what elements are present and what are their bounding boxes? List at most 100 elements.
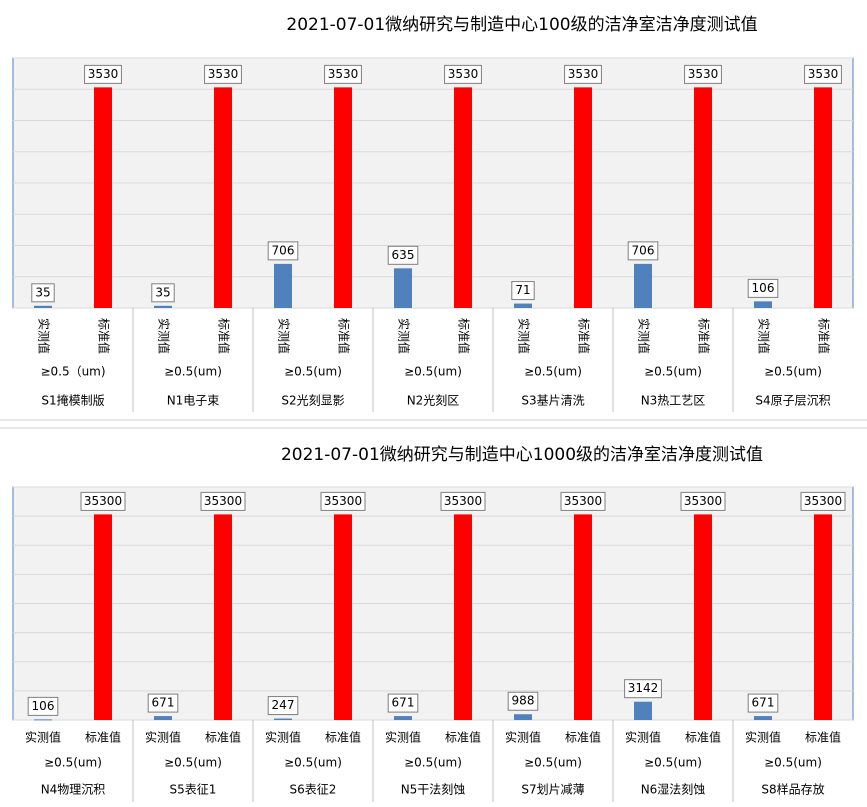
series-label: 实测值 (277, 318, 292, 354)
data-label-box (31, 283, 55, 303)
series-label: 实测值 (37, 318, 52, 354)
data-label-box (747, 693, 779, 713)
bar (754, 716, 772, 720)
category-label: S3基片清洗 (521, 394, 584, 408)
data-label-box (444, 64, 482, 84)
data-label: 35300 (444, 494, 482, 508)
series-label: 标准值 (817, 318, 832, 354)
data-label: 247 (272, 698, 295, 712)
data-label: 35300 (204, 494, 242, 508)
size-label: ≥0.5（um) (40, 365, 105, 379)
data-label: 3530 (808, 67, 839, 81)
data-label-box (267, 241, 299, 261)
size-label: ≥0.5(um) (764, 756, 822, 770)
bar (94, 87, 112, 308)
data-label-box (267, 696, 299, 716)
series-label: 实测值 (397, 318, 412, 354)
series-label: 标准值 (85, 730, 121, 745)
series-label: 标准值 (685, 730, 721, 745)
data-label: 106 (32, 699, 55, 713)
series-label: 标准值 (457, 318, 472, 354)
size-label: ≥0.5(um) (644, 365, 702, 379)
bar (34, 305, 52, 308)
data-label-box (804, 64, 842, 84)
data-label: 3530 (328, 67, 359, 81)
data-label-box (147, 693, 179, 713)
series-label: 实测值 (757, 318, 772, 354)
data-label-box (80, 491, 126, 511)
data-label: 3530 (448, 67, 479, 81)
series-label: 标准值 (445, 730, 481, 745)
size-label: ≥0.5(um) (524, 365, 582, 379)
bar (514, 303, 532, 308)
data-label-box (151, 283, 175, 303)
category-label: S6表征2 (290, 783, 337, 797)
data-label-box (84, 64, 122, 84)
bar (214, 514, 232, 720)
data-label-box (440, 491, 486, 511)
data-label-box (680, 491, 726, 511)
series-label: 实测值 (625, 730, 661, 745)
size-label: ≥0.5(um) (44, 756, 102, 770)
series-label: 标准值 (697, 318, 712, 354)
series-label: 标准值 (577, 318, 592, 354)
series-label: 实测值 (745, 730, 781, 745)
data-label-box (204, 64, 242, 84)
data-label-box (564, 64, 602, 84)
bar (334, 87, 352, 308)
category-label: N6湿法刻蚀 (641, 782, 706, 797)
category-label: N1电子束 (167, 394, 220, 408)
category-label: S8样品存放 (761, 782, 824, 797)
category-label: N5干法刻蚀 (401, 783, 466, 797)
data-label: 35300 (324, 494, 362, 508)
data-label-box (511, 281, 535, 301)
category-label: S5表征1 (170, 783, 217, 797)
data-label: 706 (272, 243, 295, 257)
bar (274, 718, 292, 720)
data-label-box (387, 693, 419, 713)
series-label: 实测值 (145, 730, 181, 745)
bar (694, 514, 712, 720)
data-label: 106 (752, 281, 775, 295)
category-label: N4物理沉积 (41, 783, 106, 797)
data-label-box (560, 491, 606, 511)
data-label-box (200, 491, 246, 511)
size-label: ≥0.5(um) (644, 756, 702, 770)
series-label: 实测值 (157, 318, 172, 354)
data-label-box (747, 278, 779, 298)
size-label: ≥0.5(um) (284, 365, 342, 379)
bar (34, 719, 52, 721)
bar (514, 714, 532, 720)
data-label: 671 (152, 696, 175, 710)
bar (574, 514, 592, 720)
bar (214, 87, 232, 308)
bar (394, 716, 412, 720)
bar (754, 301, 772, 308)
data-label: 3142 (628, 681, 659, 695)
series-label: 实测值 (25, 730, 61, 745)
data-label: 35 (35, 285, 50, 299)
data-label-box (800, 491, 846, 511)
data-label: 3530 (88, 67, 119, 81)
data-label-box (387, 245, 419, 265)
bar (574, 87, 592, 308)
data-label-box (624, 679, 662, 699)
size-label: ≥0.5(um) (164, 365, 222, 379)
series-label: 实测值 (385, 730, 421, 745)
data-label: 35300 (684, 494, 722, 508)
series-label: 标准值 (337, 318, 352, 354)
data-label: 71 (515, 283, 530, 297)
bar (694, 87, 712, 308)
data-label: 35300 (564, 494, 602, 508)
data-label: 3530 (688, 67, 719, 81)
category-label: S4原子层沉积 (755, 394, 830, 408)
data-label: 988 (512, 694, 535, 708)
series-label: 标准值 (97, 318, 112, 354)
series-label: 实测值 (637, 318, 652, 354)
size-label: ≥0.5(um) (404, 756, 462, 770)
bar (274, 263, 292, 308)
series-label: 标准值 (217, 318, 232, 354)
category-label: N3热工艺区 (641, 394, 706, 408)
chart-title: 2021-07-01微纳研究与制造中心100级的洁净室洁净度测试值 (286, 15, 757, 35)
data-label: 671 (392, 696, 415, 710)
